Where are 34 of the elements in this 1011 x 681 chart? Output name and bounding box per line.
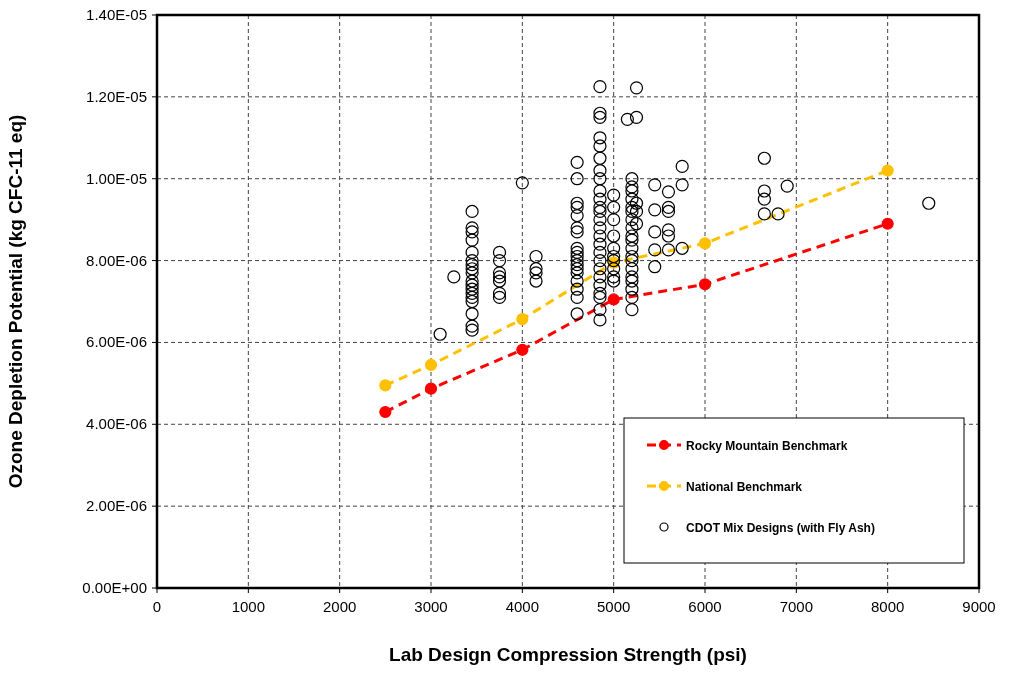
- x-tick-label: 1000: [231, 598, 266, 615]
- point: [424, 358, 438, 372]
- y-tick-label: 1.20E-05: [86, 87, 147, 105]
- y-tick-label: 1.00E-05: [86, 169, 147, 187]
- x-tick-label: 5000: [596, 598, 631, 615]
- y-tick-label: 4.00E-06: [86, 415, 147, 433]
- legend-label: Rocky Mountain Benchmark: [686, 439, 848, 453]
- x-tick-label: 8000: [870, 598, 905, 615]
- x-tick-label: 6000: [688, 598, 722, 615]
- point: [379, 379, 392, 392]
- point: [698, 278, 712, 291]
- point: [516, 313, 529, 326]
- x-tick-label: 3000: [414, 598, 448, 615]
- legend-label: National Benchmark: [686, 480, 803, 494]
- x-tick-label: 9000: [962, 598, 996, 615]
- y-tick-label: 2.00E-06: [86, 497, 147, 515]
- x-axis-title: Lab Design Compression Strength (psi): [389, 644, 747, 665]
- point: [379, 405, 392, 419]
- y-tick-label: 6.00E-06: [86, 333, 147, 351]
- point: [607, 293, 620, 306]
- point: [698, 237, 712, 250]
- y-tick-label: 0.00E+00: [82, 579, 147, 596]
- point: [424, 382, 438, 395]
- y-axis-title: Ozone Depletion Potential (kg CFC-11 eq): [5, 114, 26, 489]
- point: [881, 217, 894, 230]
- x-tick-label: 7000: [779, 598, 814, 615]
- legend-label: CDOT Mix Designs (with Fly Ash): [686, 521, 875, 535]
- x-tick-label: 2000: [322, 598, 357, 615]
- y-tick-label: 1.40E-05: [86, 6, 147, 23]
- point: [516, 343, 529, 356]
- y-tick-label: 8.00E-06: [86, 251, 147, 269]
- point: [881, 164, 894, 177]
- x-tick-label: 4000: [505, 598, 540, 615]
- x-tick-label: 0: [152, 598, 162, 615]
